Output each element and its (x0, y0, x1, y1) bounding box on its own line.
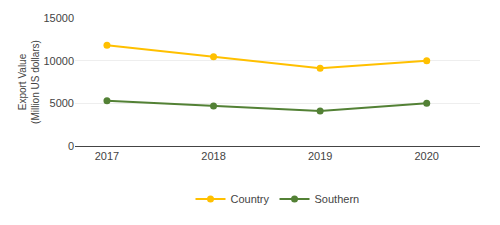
svg-text:Export Value(Million US dollar: Export Value(Million US dollars) (17, 40, 41, 124)
svg-text:5000: 5000 (50, 97, 74, 109)
svg-text:Southern: Southern (315, 193, 360, 205)
svg-text:2019: 2019 (308, 150, 332, 162)
svg-text:10000: 10000 (43, 55, 74, 67)
svg-text:2017: 2017 (95, 150, 119, 162)
svg-text:15000: 15000 (43, 12, 74, 24)
svg-text:2018: 2018 (201, 150, 225, 162)
svg-text:2020: 2020 (414, 150, 438, 162)
svg-text:0: 0 (68, 140, 74, 152)
svg-text:Country: Country (231, 193, 270, 205)
